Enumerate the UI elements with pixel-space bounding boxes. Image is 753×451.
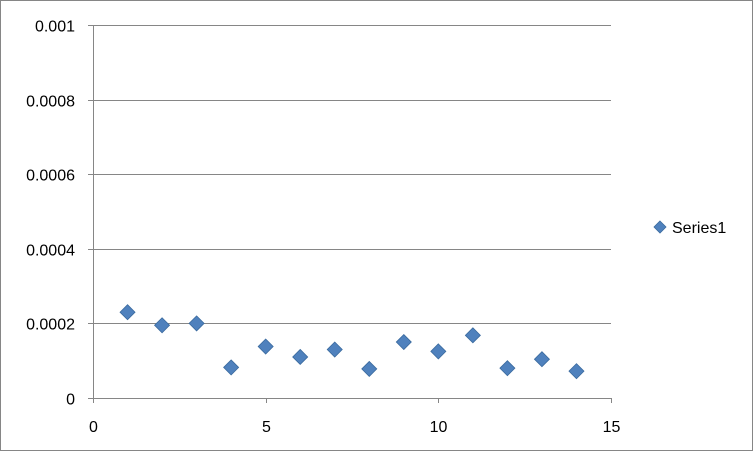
y-tick-label: 0: [66, 392, 75, 409]
x-tick-label: 0: [89, 419, 98, 436]
data-point: [361, 360, 378, 377]
y-tick-labels: 0 0.0002 0.0004 0.0006 0.0008 0.001: [26, 19, 75, 409]
data-point: [257, 338, 274, 355]
data-point: [119, 304, 136, 321]
data-point: [533, 351, 550, 368]
x-tick-label: 15: [603, 419, 621, 436]
gridlines: [93, 25, 611, 324]
data-point: [188, 315, 205, 332]
y-tick-label: 0.0006: [26, 168, 75, 185]
data-point: [154, 317, 171, 334]
x-tick-label: 5: [262, 419, 271, 436]
data-point: [223, 359, 240, 376]
legend-marker-series1: [653, 220, 667, 234]
y-tick-label: 0.0004: [26, 243, 75, 260]
legend: Series1: [653, 220, 726, 237]
data-point: [464, 327, 481, 344]
y-tick-label: 0.0008: [26, 94, 75, 111]
axes: [88, 25, 612, 403]
data-point: [430, 343, 447, 360]
x-tick-labels: 0 5 10 15: [89, 419, 620, 436]
data-point: [568, 363, 585, 380]
legend-label-series1: Series1: [672, 220, 726, 237]
data-points: [119, 304, 585, 380]
data-point: [395, 333, 412, 351]
y-tick-label: 0.001: [35, 19, 75, 36]
x-tick-label: 10: [430, 419, 448, 436]
data-point: [326, 341, 343, 358]
data-point: [499, 360, 516, 377]
data-point: [292, 348, 309, 366]
y-tick-label: 0.0002: [26, 317, 75, 334]
